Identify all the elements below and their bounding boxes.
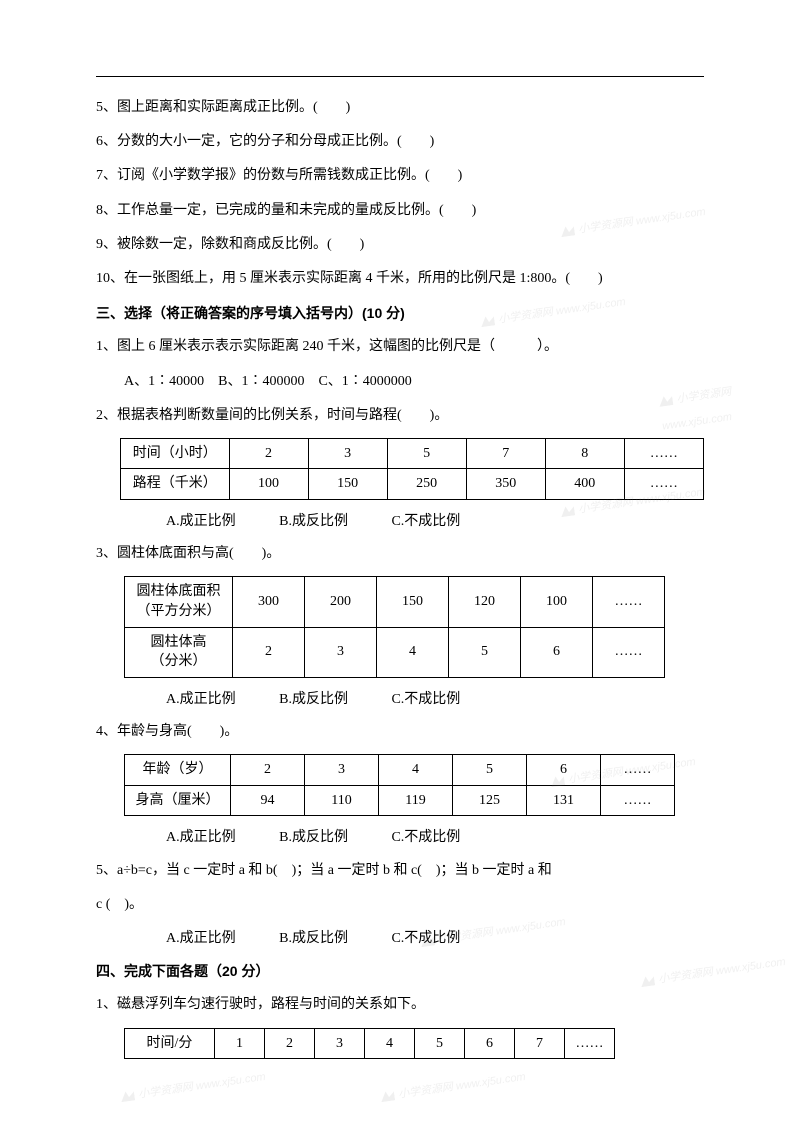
s3-q2: 2、根据表格判断数量间的比例关系，时间与路程( )。 [96, 400, 704, 432]
t4-c: 2 [265, 1028, 315, 1059]
t2-c: 120 [449, 577, 521, 627]
t3-c: 6 [527, 755, 601, 786]
t3-c: 131 [527, 785, 601, 816]
section3-title: 三、选择（将正确答案的序号填入括号内）(10 分) [96, 297, 704, 329]
t1-c: 3 [308, 438, 387, 469]
opt-b: B.成反比例 [279, 684, 348, 716]
t3-c: 4 [379, 755, 453, 786]
t1-c: …… [624, 438, 703, 469]
t4-c: 5 [415, 1028, 465, 1059]
opt-c: C.不成比例 [391, 822, 460, 854]
table-cylinder: 圆柱体底面积 （平方分米） 300 200 150 120 100 …… 圆柱体… [124, 576, 665, 677]
t4-c: 7 [515, 1028, 565, 1059]
t1-c: 150 [308, 469, 387, 500]
table-age-height: 年龄（岁） 2 3 4 5 6 …… 身高（厘米） 94 110 119 125… [124, 754, 675, 816]
t3-c: 94 [231, 785, 305, 816]
q7: 7、订阅《小学数学报》的份数与所需钱数成正比例。( ) [96, 160, 704, 192]
s3-q3-opts: A.成正比例 B.成反比例 C.不成比例 [96, 684, 704, 716]
t3-c: 3 [305, 755, 379, 786]
t4-c: 6 [465, 1028, 515, 1059]
s3-q1: 1、图上 6 厘米表示表示实际距离 240 千米，这幅图的比例尺是（ ）。 [96, 331, 704, 363]
t2-c: 5 [449, 627, 521, 677]
t1-c: 100 [229, 469, 308, 500]
t3-c: …… [601, 755, 675, 786]
watermark-icon: 小学资源网 www.xj5u.com [379, 1065, 527, 1110]
t3-c: 2 [231, 755, 305, 786]
t3-h2: 身高（厘米） [125, 785, 231, 816]
t2-c: 100 [521, 577, 593, 627]
t2-c: 300 [233, 577, 305, 627]
t1-c: 250 [387, 469, 466, 500]
t2-c: …… [593, 627, 665, 677]
opt-a: A.成正比例 [166, 684, 236, 716]
s3-q5-opts: A.成正比例 B.成反比例 C.不成比例 [96, 923, 704, 955]
s3-q1-opts: A、1∶40000 B、1∶400000 C、1∶4000000 [96, 366, 704, 398]
t1-h2: 路程（千米） [121, 469, 230, 500]
s3-q4: 4、年龄与身高( )。 [96, 716, 704, 748]
t3-c: …… [601, 785, 675, 816]
watermark-icon: 小学资源网 www.xj5u.com [119, 1065, 267, 1110]
t2-c: 3 [305, 627, 377, 677]
opt-a: A.成正比例 [166, 822, 236, 854]
t3-c: 110 [305, 785, 379, 816]
opt-b: B.成反比例 [279, 822, 348, 854]
opt-a: A.成正比例 [166, 506, 236, 538]
t3-c: 119 [379, 785, 453, 816]
opt-b: B.成反比例 [279, 923, 348, 955]
t3-h1: 年龄（岁） [125, 755, 231, 786]
t4-c: 3 [315, 1028, 365, 1059]
t1-h1: 时间（小时） [121, 438, 230, 469]
opt-a: A.成正比例 [166, 923, 236, 955]
q5: 5、图上距离和实际距离成正比例。( ) [96, 92, 704, 124]
s3-q3: 3、圆柱体底面积与高( )。 [96, 538, 704, 570]
t1-c: 7 [466, 438, 545, 469]
t4-h1: 时间/分 [125, 1028, 215, 1059]
table-maglev: 时间/分 1 2 3 4 5 6 7 …… [124, 1028, 615, 1060]
t3-c: 125 [453, 785, 527, 816]
t2-c: 2 [233, 627, 305, 677]
t1-c: 2 [229, 438, 308, 469]
t1-c: 8 [545, 438, 624, 469]
t2-c: 200 [305, 577, 377, 627]
s4-q1: 1、磁悬浮列车匀速行驶时，路程与时间的关系如下。 [96, 989, 704, 1021]
t2-c: …… [593, 577, 665, 627]
t2-c: 6 [521, 627, 593, 677]
opt-c: C.不成比例 [391, 684, 460, 716]
t1-c: …… [624, 469, 703, 500]
s3-q5b: c ( )。 [96, 889, 704, 921]
t4-c: …… [565, 1028, 615, 1059]
t4-c: 4 [365, 1028, 415, 1059]
t2-h2: 圆柱体高 （分米） [125, 627, 233, 677]
opt-c: C.不成比例 [391, 506, 460, 538]
t2-h1: 圆柱体底面积 （平方分米） [125, 577, 233, 627]
t1-c: 5 [387, 438, 466, 469]
opt-c: C.不成比例 [391, 923, 460, 955]
s3-q5a: 5、a÷b=c，当 c 一定时 a 和 b( )；当 a 一定时 b 和 c( … [96, 855, 704, 887]
q8: 8、工作总量一定，已完成的量和未完成的量成反比例。( ) [96, 195, 704, 227]
q9: 9、被除数一定，除数和商成反比例。( ) [96, 229, 704, 261]
table-time-distance: 时间（小时） 2 3 5 7 8 …… 路程（千米） 100 150 250 3… [120, 438, 704, 500]
q6: 6、分数的大小一定，它的分子和分母成正比例。( ) [96, 126, 704, 158]
section4-title: 四、完成下面各题（20 分） [96, 955, 704, 987]
t2-c: 4 [377, 627, 449, 677]
s3-q4-opts: A.成正比例 B.成反比例 C.不成比例 [96, 822, 704, 854]
t1-c: 350 [466, 469, 545, 500]
t2-c: 150 [377, 577, 449, 627]
top-rule [96, 76, 704, 77]
s3-q2-opts: A.成正比例 B.成反比例 C.不成比例 [96, 506, 704, 538]
t4-c: 1 [215, 1028, 265, 1059]
t3-c: 5 [453, 755, 527, 786]
q10: 10、在一张图纸上，用 5 厘米表示实际距离 4 千米，所用的比例尺是 1:80… [96, 263, 704, 295]
opt-b: B.成反比例 [279, 506, 348, 538]
t1-c: 400 [545, 469, 624, 500]
